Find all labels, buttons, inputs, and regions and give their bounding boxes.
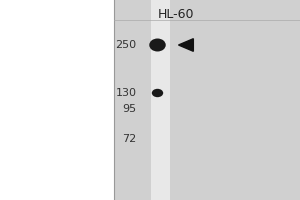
- Polygon shape: [178, 39, 194, 51]
- Text: 250: 250: [116, 40, 136, 50]
- Text: 130: 130: [116, 88, 136, 98]
- Ellipse shape: [152, 89, 163, 97]
- Bar: [114, 0, 300, 200]
- Text: 95: 95: [122, 104, 136, 114]
- Text: 72: 72: [122, 134, 136, 144]
- Text: HL-60: HL-60: [157, 8, 194, 21]
- Ellipse shape: [149, 38, 166, 51]
- Bar: [151, 0, 170, 200]
